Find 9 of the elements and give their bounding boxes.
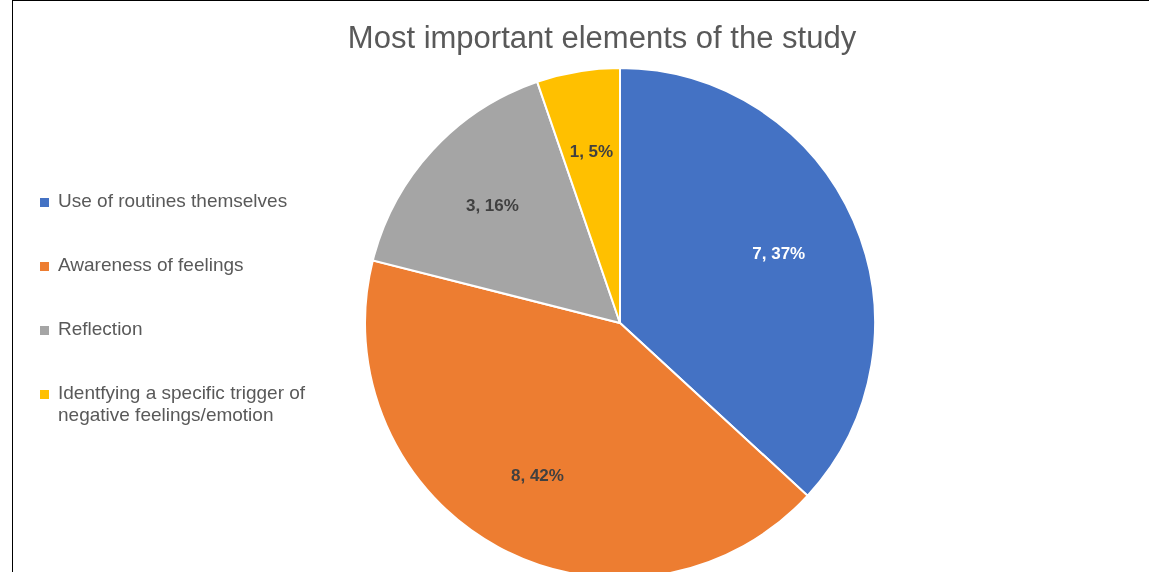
data-label: 3, 16% [465,196,519,216]
data-label: 1, 5% [569,142,614,162]
legend-label: Awareness of feelings [58,254,244,276]
legend-label: Reflection [58,318,143,340]
legend-label: Use of routines themselves [58,190,288,212]
chart-title: Most important elements of the study [346,20,858,56]
legend-label: Identfying a specific trigger of negative feelings/emotion [58,382,307,426]
data-label: 8, 42% [511,466,564,485]
data-label: 7, 37% [752,243,806,263]
